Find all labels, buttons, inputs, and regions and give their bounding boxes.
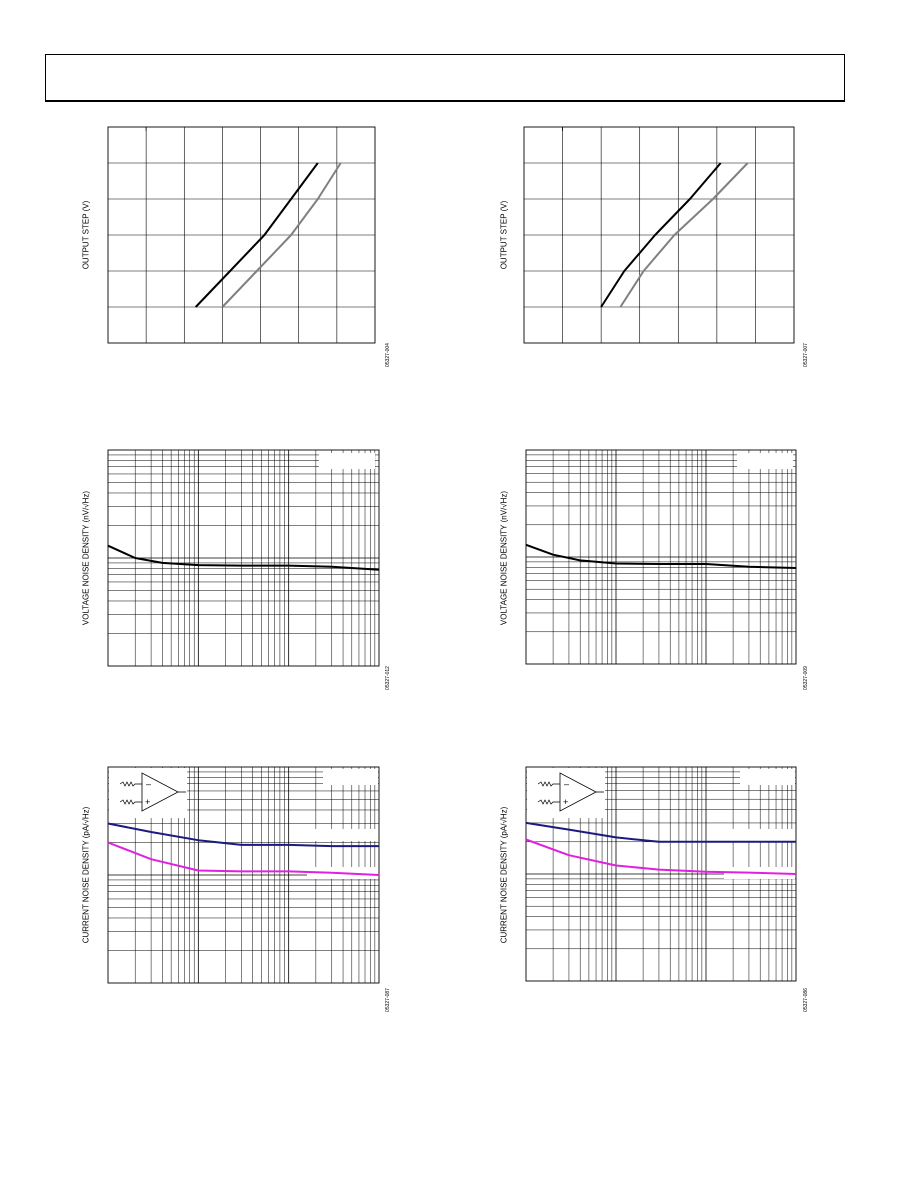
series-line-1 (194, 162, 319, 308)
y-axis-label: VOLTAGE NOISE DENSITY (nV/√Hz) (499, 490, 509, 626)
legend-box (740, 769, 795, 785)
figure-number: 05327-007 (803, 343, 809, 367)
plot-frame (523, 126, 795, 344)
legend-box (307, 829, 378, 841)
opamp-plus-label: + (563, 797, 568, 807)
grid-lines (524, 127, 794, 343)
figure-inoise-left: – + CURRENT NOISE DENSITY (pA/√Hz) 05327-… (76, 760, 396, 1020)
opamp-schematic-icon: –+ (119, 772, 186, 812)
series-line-1 (525, 821, 796, 843)
series-line-1 (600, 162, 722, 308)
plot-frame (107, 126, 376, 344)
y-axis-label: VOLTAGE NOISE DENSITY (nV/√Hz) (81, 490, 91, 626)
grid-lines (526, 450, 796, 664)
plot-svg: –+ (525, 766, 797, 982)
series-line-2 (221, 162, 342, 308)
opamp-triangle (559, 772, 597, 812)
legend-box (323, 769, 378, 785)
resistor-icon (537, 799, 560, 805)
grid-lines (108, 127, 375, 343)
y-axis-label: OUTPUT STEP (V) (81, 200, 91, 270)
y-axis-label: OUTPUT STEP (V) (499, 200, 509, 270)
series-line-1 (107, 544, 380, 571)
figure-number: 05327-009 (803, 666, 809, 690)
figure-number: 05327-086 (803, 988, 809, 1012)
opamp-minus-label: – (146, 779, 151, 789)
y-axis-label: CURRENT NOISE DENSITY (pA/√Hz) (81, 806, 91, 944)
resistor-icon (119, 799, 142, 805)
resistor-icon (537, 781, 560, 787)
legend-box (737, 453, 793, 469)
series-line-1 (525, 543, 797, 569)
opamp-plus-label: + (145, 797, 150, 807)
figure-number: 05327-087 (385, 988, 391, 1012)
legend-box (724, 829, 795, 841)
page-header-box (45, 54, 845, 102)
figure-vnoise-right: VOLTAGE NOISE DENSITY (nV/√Hz) 05327-009 (494, 443, 814, 703)
opamp-minus-label: – (564, 779, 569, 789)
series-line-1 (107, 822, 379, 848)
figure-step-left: OUTPUT STEP (V) 05327-004 (76, 120, 396, 380)
legend-box (319, 453, 375, 469)
figure-inoise-right: – + CURRENT NOISE DENSITY (pA/√Hz) 05327-… (494, 760, 814, 1020)
figure-vnoise-left: VOLTAGE NOISE DENSITY (nV/√Hz) 05327-012 (76, 443, 396, 703)
plot-frame (525, 449, 797, 665)
resistor-icon (119, 781, 142, 787)
plot-svg (525, 449, 797, 665)
plot-svg (107, 449, 380, 667)
plot-frame (107, 449, 380, 667)
plot-svg (523, 126, 795, 344)
series-line-2 (619, 162, 749, 308)
plot-svg (107, 126, 376, 344)
opamp-triangle (141, 772, 179, 812)
series-line-2 (107, 841, 380, 876)
y-axis-label: CURRENT NOISE DENSITY (pA/√Hz) (499, 806, 509, 944)
figure-number: 05327-012 (385, 666, 391, 690)
plot-svg: –+ (107, 766, 380, 984)
series-line-2 (525, 838, 797, 875)
opamp-schematic-icon: –+ (537, 772, 604, 812)
grid-lines (108, 450, 379, 666)
figure-number: 05327-004 (385, 343, 391, 367)
figure-step-right: OUTPUT STEP (V) 05327-007 (494, 120, 814, 380)
